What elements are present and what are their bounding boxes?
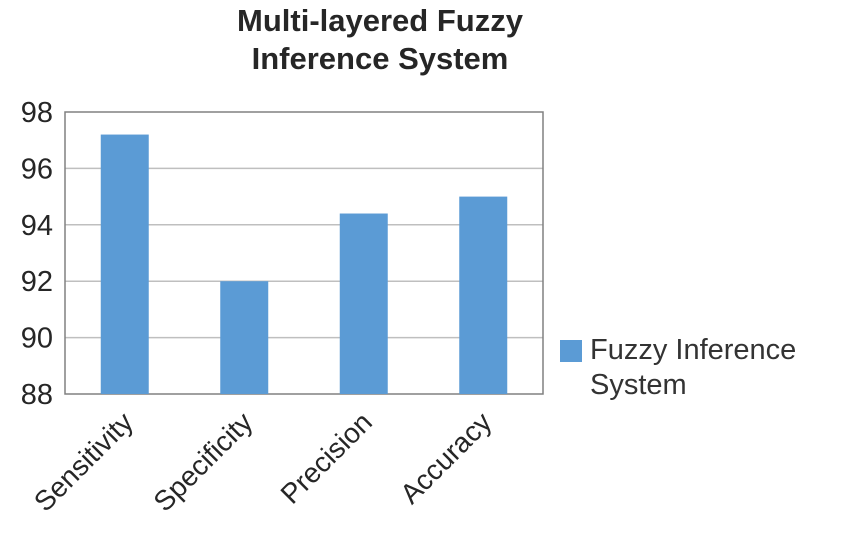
x-axis-label: Accuracy <box>394 406 497 509</box>
bar-specificity <box>220 281 269 394</box>
chart-title: Multi-layered Fuzzy Inference System <box>100 2 660 78</box>
x-axis-label: Specificity <box>147 406 258 517</box>
legend-label: Fuzzy Inference System <box>590 333 796 403</box>
bar-precision <box>339 213 388 394</box>
y-tick-label: 98 <box>21 97 53 129</box>
y-tick-label: 94 <box>21 210 53 242</box>
legend: Fuzzy Inference System <box>560 333 796 403</box>
x-axis-label: Sensitivity <box>28 406 139 517</box>
plot-border <box>64 111 544 395</box>
y-tick-label: 88 <box>21 379 53 411</box>
y-tick-label: 92 <box>21 266 53 298</box>
legend-label-line-2: System <box>590 369 687 401</box>
legend-swatch <box>560 340 582 362</box>
y-tick-label: 90 <box>21 323 53 355</box>
bar-sensitivity <box>100 134 149 394</box>
chart-title-line-2: Inference System <box>251 41 509 76</box>
bar-accuracy <box>459 196 508 394</box>
x-axis-label: Precision <box>275 406 378 509</box>
legend-label-line-1: Fuzzy Inference <box>590 334 797 366</box>
chart-title-line-1: Multi-layered Fuzzy <box>237 3 523 38</box>
y-tick-label: 96 <box>21 153 53 185</box>
